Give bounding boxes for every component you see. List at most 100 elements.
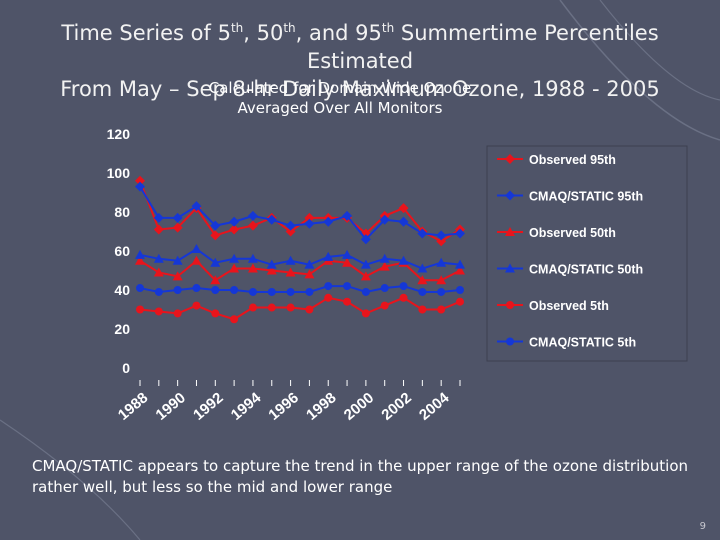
series-line (139, 285, 461, 293)
x-tick-label: 1998 (303, 389, 339, 423)
data-point (505, 190, 515, 201)
data-point (135, 175, 145, 186)
data-point (399, 293, 408, 302)
data-point (323, 251, 334, 261)
data-point (211, 309, 220, 318)
data-point (248, 303, 257, 312)
data-point (304, 212, 315, 223)
subtitle-line-2: Averaged Over All Monitors (237, 99, 443, 117)
data-point (192, 284, 201, 293)
data-point (304, 259, 315, 269)
legend-label: Observed 50th (529, 226, 616, 240)
data-point (379, 214, 390, 225)
data-point (192, 301, 201, 310)
data-point (380, 301, 389, 310)
data-point (210, 230, 221, 241)
data-point (455, 259, 465, 269)
data-point (267, 303, 276, 312)
data-point (437, 305, 446, 314)
data-point (153, 224, 164, 235)
x-tick-label: 2004 (416, 389, 453, 424)
data-point (343, 282, 352, 291)
data-point (173, 309, 182, 318)
data-point (285, 226, 296, 237)
legend-box (486, 145, 688, 362)
x-tick-label: 2002 (378, 389, 414, 423)
data-point (247, 220, 258, 231)
data-point (153, 212, 164, 223)
data-point (135, 255, 145, 265)
y-tick-label: 100 (107, 165, 131, 181)
data-point (248, 287, 257, 296)
data-point (172, 212, 183, 223)
slide-title: Time Series of 5th, 50th, and 95th Summe… (10, 14, 710, 103)
data-point (247, 210, 258, 221)
legend-label: Observed 95th (529, 153, 616, 167)
series-line (139, 186, 461, 241)
x-tick-label: 1994 (228, 389, 265, 424)
data-point (399, 282, 408, 291)
data-point (286, 303, 295, 312)
data-point (436, 257, 447, 267)
data-point (323, 216, 334, 227)
legend-label: CMAQ/STATIC 50th (529, 263, 643, 277)
data-point (361, 287, 370, 296)
data-point (417, 228, 428, 239)
data-point (154, 287, 163, 296)
subtitle-line-1: Calculated for Domain-Wide Ozone (208, 79, 472, 97)
data-point (211, 286, 220, 294)
data-point (360, 271, 371, 281)
data-point (324, 282, 333, 291)
data-point (305, 287, 314, 296)
data-point (267, 287, 276, 296)
data-point (418, 287, 427, 296)
y-tick-label: 60 (114, 243, 130, 259)
data-point (505, 263, 515, 273)
data-point (210, 275, 221, 285)
data-point (455, 265, 465, 275)
data-point (436, 230, 447, 241)
legend-label: CMAQ/STATIC 5th (529, 336, 636, 350)
data-point (191, 201, 202, 212)
title-line-1: Time Series of 5th, 50th, and 95th Summe… (61, 21, 659, 73)
data-point (154, 307, 163, 316)
y-tick-label: 80 (114, 204, 130, 220)
data-point (505, 227, 515, 236)
data-point (417, 275, 428, 285)
data-point (361, 309, 370, 318)
chart-subtitle: Calculated for Domain-Wide Ozone Average… (160, 78, 520, 118)
data-point (136, 305, 144, 314)
data-point (266, 259, 277, 269)
slide-caption: CMAQ/STATIC appears to capture the trend… (32, 457, 689, 496)
data-point (379, 261, 390, 271)
data-point (379, 253, 390, 263)
data-point (418, 305, 427, 314)
data-point (305, 305, 314, 314)
data-point (230, 286, 239, 294)
data-point (285, 267, 296, 277)
data-point (360, 259, 371, 269)
data-point (324, 293, 333, 302)
data-point (247, 253, 258, 263)
data-point (342, 210, 353, 221)
data-point (506, 301, 514, 309)
data-point (230, 315, 239, 324)
y-tick-label: 20 (114, 321, 130, 337)
legend-label: Observed 5th (529, 299, 609, 313)
y-tick-label: 0 (122, 360, 130, 376)
data-point (173, 286, 182, 294)
data-point (436, 275, 447, 285)
chart: 0 20 40 60 80 100 120 1988 1990 1992 1994 1996 1998 2… (92, 122, 702, 440)
data-point (398, 255, 409, 265)
x-tick-label: 1996 (265, 389, 301, 423)
data-point (191, 255, 202, 265)
data-point (286, 287, 295, 296)
data-point (210, 257, 221, 267)
data-point (304, 269, 315, 279)
data-point (266, 214, 277, 225)
data-point (506, 337, 514, 346)
data-point (342, 257, 353, 267)
data-point (191, 244, 202, 254)
data-point (153, 253, 164, 263)
